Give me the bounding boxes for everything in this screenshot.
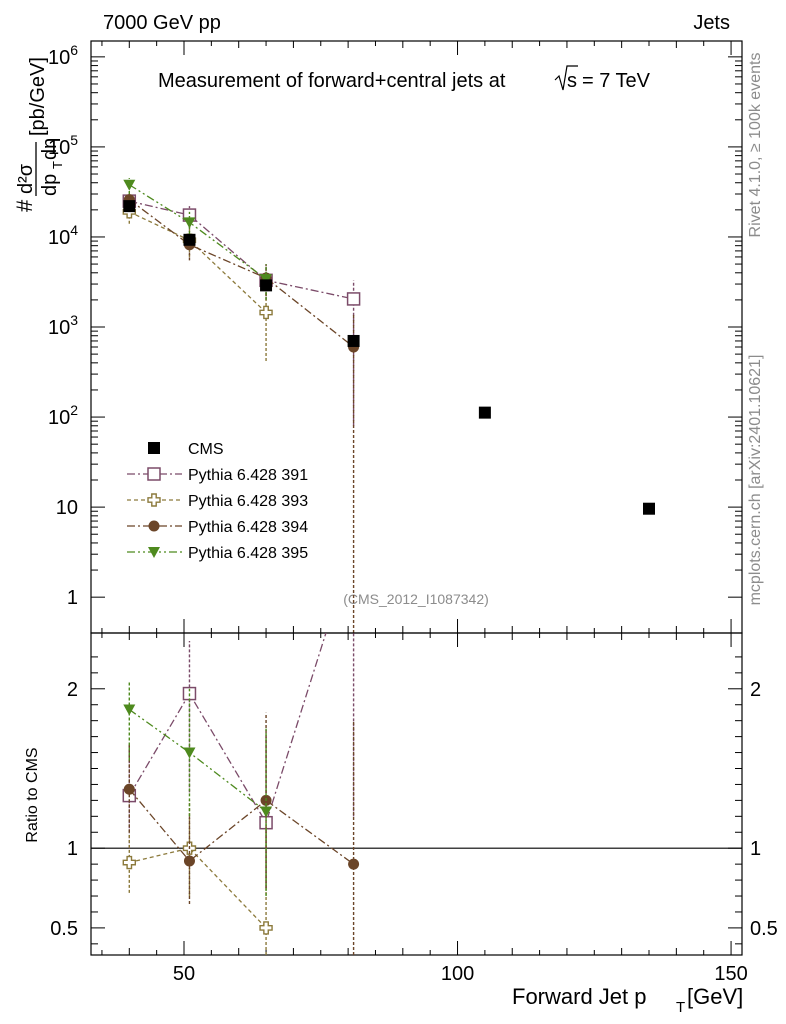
- legend-marker: [148, 547, 160, 558]
- ratio-series-2-point: [122, 855, 136, 870]
- legend-marker: [147, 467, 161, 481]
- ratio-series-3-point: [348, 858, 360, 870]
- ratio-series-group: [122, 633, 360, 955]
- ratio-series-3-point: [123, 783, 135, 795]
- analysis-watermark: (CMS_2012_I1087342): [343, 591, 489, 607]
- main-series-4-point: [183, 217, 196, 229]
- xlabel: Forward Jet p T [GeV]: [512, 984, 743, 1016]
- ylabel-numerator: d²σ: [15, 163, 37, 194]
- main-series-group: [122, 178, 655, 633]
- rivet-label: Rivet 4.1.0, ≥ 100k events: [747, 53, 764, 238]
- legend-label: Pythia 6.428 391: [188, 467, 308, 484]
- ylabel-denominator: dp: [39, 174, 61, 196]
- ratio-series-2-line: [129, 847, 267, 929]
- main-series-cms-point: [347, 334, 360, 347]
- ratio-series-2-point: [259, 921, 273, 935]
- main-series-2-point: [259, 305, 273, 320]
- y-tick-label: 1: [67, 587, 78, 609]
- main-series-4-line: [128, 184, 267, 280]
- ratio-series-3-line: [128, 788, 354, 865]
- x-tick-label: 100: [441, 963, 474, 985]
- legend-label: Pythia 6.428 394: [188, 519, 308, 536]
- main-ylabel: # d²σ dp T dη [pb/GeV]: [12, 57, 65, 212]
- header-left: 7000 GeV pp: [103, 12, 221, 34]
- y-tick-label: 10: [56, 497, 78, 519]
- ratio-frame: [90, 632, 743, 956]
- header-right: Jets: [693, 12, 730, 34]
- y-tick-label: 104: [48, 222, 78, 249]
- main-series-cms-point: [478, 406, 491, 419]
- main-series-1-point: [346, 292, 361, 306]
- y-tick-label: 103: [48, 312, 78, 339]
- legend-label: Pythia 6.428 395: [188, 545, 308, 562]
- legend-marker: [147, 493, 161, 507]
- legend-label: CMS: [188, 441, 224, 458]
- ratio-plot: 50 100 150 2 2 1 1 0.5 0.5: [50, 632, 778, 985]
- main-series-cms-point: [260, 279, 273, 292]
- ylabel-unit: [pb/GeV]: [27, 57, 49, 136]
- ylabel-prefix: #: [12, 199, 37, 212]
- x-tick-label: 150: [714, 963, 747, 985]
- main-series-cms-point: [123, 200, 136, 213]
- legend-marker: [148, 442, 160, 454]
- ratio-y-tick-label: 2: [67, 679, 78, 701]
- ylabel-denominator-sub: T: [50, 161, 65, 169]
- y-tick-label: 105: [48, 132, 78, 159]
- ratio-y-tick-label: 1: [67, 838, 78, 860]
- ratio-series-4-line: [128, 708, 267, 813]
- ratio-y-tick-label-right: 1: [750, 838, 761, 860]
- main-series-3-line: [128, 199, 354, 348]
- mcplots-label: mcplots.cern.ch [arXiv:2401.10621]: [747, 355, 764, 606]
- sqrt-sign: [554, 65, 578, 91]
- main-title-suffix: = 7 TeV: [582, 70, 651, 92]
- ratio-series-1-line: [128, 633, 327, 825]
- y-tick-label: 106: [48, 42, 78, 69]
- main-title-sqrt: s: [567, 70, 577, 92]
- ylabel-denominator-tail: dη: [39, 138, 61, 160]
- y-tick-label: 102: [48, 402, 78, 429]
- main-series-4-point: [123, 179, 136, 191]
- legend-label: Pythia 6.428 393: [188, 493, 308, 510]
- main-title-text: Measurement of forward+central jets at: [158, 70, 506, 92]
- ratio-series-4-point: [260, 806, 273, 818]
- xlabel-unit: [GeV]: [687, 984, 743, 1009]
- legend-marker: [148, 520, 160, 532]
- main-series-1-line: [129, 200, 354, 300]
- legend: CMS Pythia 6.428 391 Pythia 6.428 393 Pythi…: [127, 441, 308, 562]
- ratio-series-4-point: [123, 704, 136, 716]
- ratio-ylabel: Ratio to CMS: [24, 747, 41, 842]
- ratio-series-4-point: [183, 747, 196, 759]
- main-series-cms-point: [643, 502, 655, 515]
- ratio-series-3-point: [183, 855, 195, 867]
- xlabel-sub: T: [676, 999, 685, 1016]
- main-title: Measurement of forward+central jets at s…: [158, 65, 651, 92]
- ratio-y-tick-label-right: 2: [750, 679, 761, 701]
- ratio-y-tick-label: 0.5: [50, 918, 78, 940]
- x-tick-label: 50: [173, 963, 195, 985]
- xlabel-text: Forward Jet p: [512, 984, 647, 1009]
- ratio-y-tick-label-right: 0.5: [750, 918, 778, 940]
- main-series-cms-point: [183, 233, 196, 246]
